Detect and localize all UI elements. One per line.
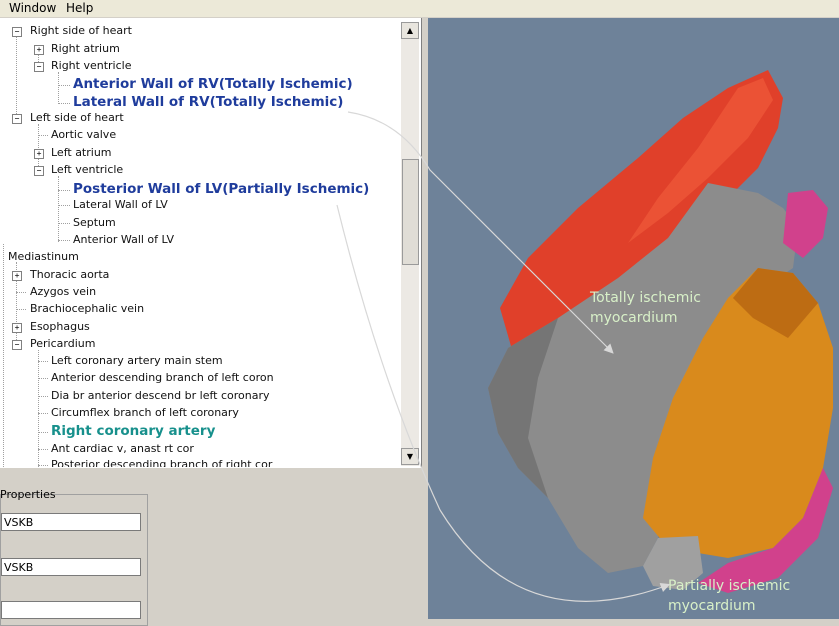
scroll-thumb[interactable] bbox=[402, 159, 419, 265]
tree-item-thoracic-aorta[interactable]: Thoracic aorta bbox=[30, 268, 110, 281]
tree-item-anterior-wall-lv[interactable]: Anterior Wall of LV bbox=[73, 233, 174, 246]
tree-guide bbox=[38, 361, 48, 362]
tree-guide bbox=[58, 240, 70, 241]
expand-icon[interactable]: + bbox=[34, 45, 44, 55]
tree-guide bbox=[58, 176, 59, 242]
tree-item-pericardium[interactable]: Pericardium bbox=[30, 337, 96, 350]
tree-item-diagonal-branch[interactable]: Dia br anterior descend br left coronary bbox=[51, 389, 270, 402]
scroll-down-button[interactable]: ▼ bbox=[401, 448, 419, 465]
tree-item-lateral-wall-rv[interactable]: Lateral Wall of RV(Totally Ischemic) bbox=[73, 94, 344, 110]
tree-item-anterior-descending[interactable]: Anterior descending branch of left coron bbox=[51, 371, 274, 384]
tree-guide bbox=[16, 309, 26, 310]
tree-guide bbox=[58, 205, 70, 206]
tree-item-left-coronary-main[interactable]: Left coronary artery main stem bbox=[51, 354, 223, 367]
rv-outflow-highlight bbox=[628, 78, 773, 243]
tree-item-septum[interactable]: Septum bbox=[73, 216, 116, 229]
tree-item-esophagus[interactable]: Esophagus bbox=[30, 320, 90, 333]
collapse-icon[interactable]: − bbox=[12, 114, 22, 124]
tree-item-right-coronary-artery[interactable]: Right coronary artery bbox=[51, 423, 216, 439]
label-totally-ischemic: Totally ischemic myocardium bbox=[590, 290, 701, 326]
menu-window[interactable]: Window bbox=[9, 1, 57, 15]
tree-guide bbox=[58, 103, 70, 104]
tree-guide bbox=[58, 72, 59, 104]
tree-item-right-side-heart[interactable]: Right side of heart bbox=[30, 24, 132, 37]
tree-item-azygos-vein[interactable]: Azygos vein bbox=[30, 285, 97, 298]
tree-guide bbox=[38, 449, 48, 450]
tree-guide bbox=[38, 432, 48, 433]
3d-heart-viewer[interactable]: Totally ischemic myocardium Partially is… bbox=[428, 18, 839, 619]
tree-guide bbox=[38, 378, 48, 379]
property-field-2[interactable]: VSKB bbox=[1, 558, 141, 576]
expand-icon[interactable]: + bbox=[12, 323, 22, 333]
menu-help[interactable]: Help bbox=[66, 1, 94, 15]
tree-item-right-ventricle[interactable]: Right ventricle bbox=[51, 59, 132, 72]
tree-item-right-atrium[interactable]: Right atrium bbox=[51, 42, 120, 55]
collapse-icon[interactable]: − bbox=[34, 62, 44, 72]
tree-guide bbox=[38, 135, 48, 136]
tree-guide bbox=[38, 396, 48, 397]
tree-guide bbox=[58, 223, 70, 224]
expand-icon[interactable]: + bbox=[34, 149, 44, 159]
tree-item-left-ventricle[interactable]: Left ventricle bbox=[51, 163, 124, 176]
panel-splitter[interactable] bbox=[0, 467, 421, 481]
tree-scrollbar[interactable]: ▲ ▼ bbox=[401, 22, 419, 466]
properties-title: Properties bbox=[0, 488, 56, 501]
magenta-tissue bbox=[783, 190, 828, 258]
tree-guide bbox=[38, 350, 39, 475]
lv-orange bbox=[643, 268, 833, 558]
anatomy-tree: − Right side of heart + Right atrium − R… bbox=[0, 18, 422, 479]
tree-item-aortic-valve[interactable]: Aortic valve bbox=[51, 128, 117, 141]
tree-item-left-atrium[interactable]: Left atrium bbox=[51, 146, 112, 159]
tree-item-anterior-wall-rv[interactable]: Anterior Wall of RV(Totally Ischemic) bbox=[73, 76, 353, 92]
tree-item-posterior-wall-lv[interactable]: Posterior Wall of LV(Partially Ischemic) bbox=[73, 181, 370, 197]
tree-guide bbox=[16, 292, 26, 293]
tree-item-lateral-wall-lv[interactable]: Lateral Wall of LV bbox=[73, 198, 168, 211]
collapse-icon[interactable]: − bbox=[12, 27, 22, 37]
tree-guide bbox=[38, 124, 39, 172]
tree-guide bbox=[58, 85, 70, 86]
tree-guide bbox=[16, 36, 17, 118]
collapse-icon[interactable]: − bbox=[12, 340, 22, 350]
property-field-1[interactable]: VSKB bbox=[1, 513, 141, 531]
collapse-icon[interactable]: − bbox=[34, 166, 44, 176]
expand-icon[interactable]: + bbox=[12, 271, 22, 281]
magenta-lower bbox=[698, 468, 833, 593]
tree-item-mediastinum[interactable]: Mediastinum bbox=[8, 250, 79, 263]
tree-item-left-side-heart[interactable]: Left side of heart bbox=[30, 111, 124, 124]
tree-guide bbox=[38, 465, 48, 466]
tree-item-ant-cardiac-v[interactable]: Ant cardiac v, anast rt cor bbox=[51, 442, 194, 455]
tree-guide bbox=[58, 190, 70, 191]
tree-item-brachiocephalic-vein[interactable]: Brachiocephalic vein bbox=[30, 302, 145, 315]
properties-panel: Properties VSKB VSKB bbox=[0, 480, 421, 626]
menu-bar: Window Help bbox=[0, 0, 839, 17]
label-partially-ischemic: Partially ischemic myocardium bbox=[668, 578, 791, 614]
tree-guide bbox=[16, 262, 17, 350]
lv-orange-dark bbox=[733, 268, 818, 338]
tree-guide bbox=[3, 244, 4, 479]
tree-guide bbox=[38, 413, 48, 414]
tree-guide bbox=[38, 54, 39, 68]
scroll-up-button[interactable]: ▲ bbox=[401, 22, 419, 39]
property-field-3[interactable] bbox=[1, 601, 141, 619]
tree-item-circumflex-branch[interactable]: Circumflex branch of left coronary bbox=[51, 406, 239, 419]
